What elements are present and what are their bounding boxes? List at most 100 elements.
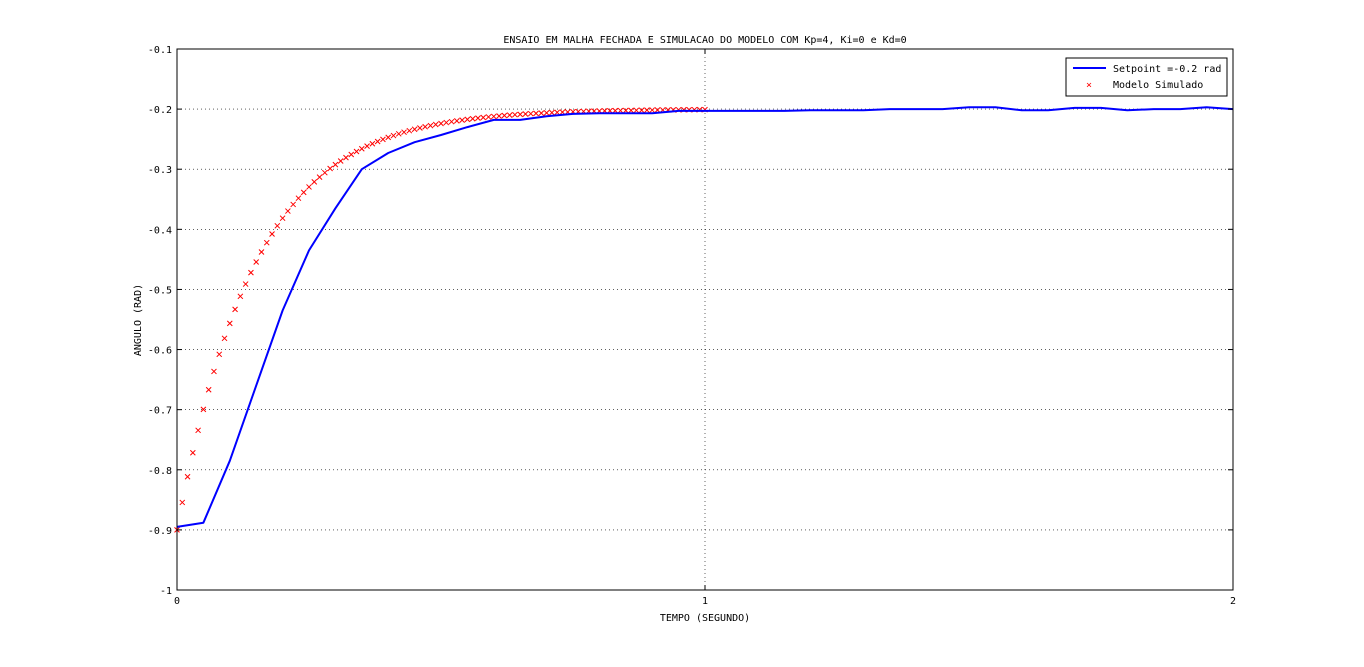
series-line-setpoint [176,106,1234,528]
data-point-simulated [279,215,286,222]
series-layer [174,106,1234,533]
data-point-simulated [380,136,386,143]
data-point-simulated [216,351,223,358]
data-point-simulated [200,406,207,413]
data-point-simulated [258,249,265,255]
data-point-simulated [316,174,323,180]
data-point-simulated [274,222,281,229]
data-point-simulated [205,386,212,393]
data-point-simulated [617,107,624,114]
data-point-simulated [195,427,201,434]
y-tick-label: -0.4 [148,225,172,236]
y-tick-label: -0.1 [148,45,172,56]
data-point-simulated [184,473,191,480]
x-tick-label: 0 [174,596,180,607]
data-point-simulated [469,115,476,122]
y-tick-label: -0.5 [148,285,172,296]
data-point-simulated [427,122,434,129]
data-point-simulated [385,134,392,141]
plot-area [177,49,1233,590]
data-point-simulated [438,120,444,127]
data-point-simulated [269,231,275,237]
data-point-simulated [638,107,645,114]
legend: Setpoint =-0.2 rad × Modelo Simulado [1065,57,1228,97]
grid-lines [177,49,1233,590]
data-point-simulated [622,107,629,114]
legend-label-simulated: Modelo Simulado [1113,80,1203,91]
data-point-simulated [364,143,370,150]
data-point-simulated [538,110,545,116]
data-point-simulated [295,195,302,202]
legend-label-setpoint: Setpoint =-0.2 rad [1113,64,1221,75]
data-point-simulated [300,189,307,196]
data-point-simulated [464,116,471,123]
data-point-simulated [512,111,518,118]
y-axis-label: ANGULO (RAD) [133,284,144,356]
y-tick-label: -0.2 [148,105,172,116]
data-point-simulated [543,109,550,116]
data-point-simulated [263,239,270,246]
data-point-simulated [232,306,238,313]
data-point-simulated [417,125,423,131]
x-tick-label: 1 [702,596,708,607]
data-point-simulated [644,107,650,113]
data-point-simulated [189,449,196,456]
data-point-simulated [411,126,418,133]
chart-title: ENSAIO EM MALHA FECHADA E SIMULACAO DO M… [503,35,906,46]
y-tick-label: -0.7 [148,406,172,417]
data-point-simulated [485,114,492,120]
data-point-simulated [369,140,376,147]
data-point-simulated [448,118,455,125]
data-point-simulated [353,148,360,155]
ticks: -1 -0.9 -0.8 -0.7 -0.6 -0.5 -0.4 -0.3 -0.2 -0.1 0 1… [148,45,1236,607]
y-tick-label: -0.3 [148,165,172,176]
data-point-simulated [358,145,365,152]
data-point-simulated [490,113,497,120]
data-point-simulated [390,132,397,139]
data-point-simulated [179,499,186,506]
data-point-simulated [496,113,502,119]
data-point-simulated [321,169,328,176]
legend-box [1065,57,1228,97]
data-point-simulated [242,281,249,287]
data-point-simulated [327,165,333,172]
data-point-simulated [649,107,656,113]
data-point-simulated [406,127,413,134]
data-point-simulated [211,368,217,375]
data-point-simulated [306,184,312,190]
y-tick-label: -0.6 [148,346,172,357]
data-point-simulated [348,151,355,158]
data-point-simulated [337,158,344,164]
data-point-simulated [432,121,439,128]
legend-swatch-simulated: × [1086,80,1092,91]
data-point-simulated [226,320,233,327]
data-point-simulated [549,109,555,116]
data-point-simulated [533,110,539,117]
x-tick-label: 2 [1230,596,1236,607]
data-point-simulated [253,259,260,265]
data-point-simulated [475,115,481,121]
data-point-simulated [343,154,349,161]
data-point-simulated [374,138,381,145]
data-point-simulated [506,112,513,118]
data-point-simulated [443,119,450,126]
data-point-simulated [633,107,640,114]
data-point-simulated [285,208,291,214]
data-point-simulated [522,111,529,117]
y-tick-label: -0.9 [148,526,172,537]
data-point-simulated [422,123,429,130]
data-point-simulated [453,118,460,124]
data-point-simulated [480,114,487,121]
data-point-simulated [517,111,524,118]
data-point-simulated [401,129,407,136]
data-point-simulated [248,269,254,276]
data-point-simulated [237,293,244,300]
y-tick-label: -0.8 [148,466,172,477]
data-point-simulated [501,112,508,119]
data-point-simulated [554,109,561,116]
data-point-simulated [395,130,402,137]
data-point-simulated [459,117,465,123]
data-point-simulated [527,110,534,117]
